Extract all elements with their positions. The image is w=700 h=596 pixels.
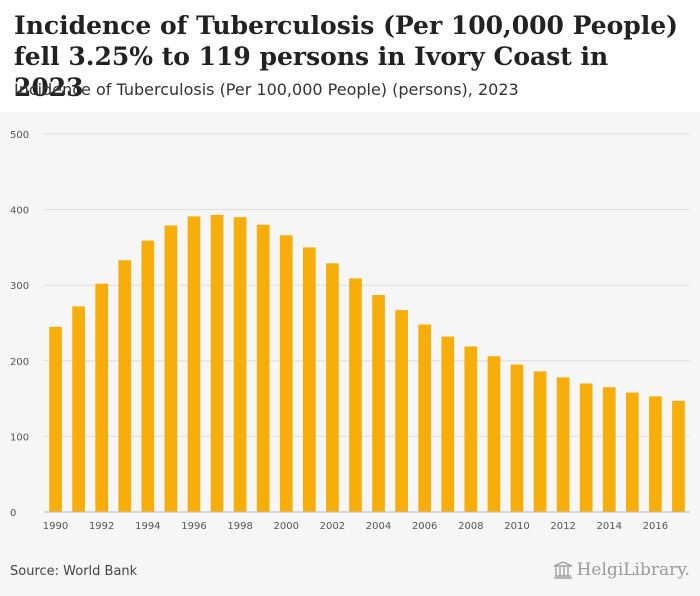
bar — [441, 336, 455, 512]
x-tick-label: 1992 — [89, 521, 114, 532]
x-tick-label: 2010 — [504, 521, 529, 532]
y-tick-label: 300 — [10, 281, 29, 292]
bar — [464, 346, 478, 512]
bar — [395, 310, 408, 512]
bar — [279, 235, 293, 512]
bar — [187, 216, 201, 512]
x-tick-label: 2000 — [274, 521, 299, 532]
x-tick-label: 1994 — [135, 521, 160, 532]
x-tick-label: 1998 — [227, 521, 252, 532]
bar — [164, 225, 178, 512]
bar — [372, 295, 385, 512]
bar — [302, 247, 316, 512]
bar — [256, 224, 270, 512]
bar — [349, 278, 362, 512]
bar — [625, 392, 639, 512]
x-tick-label: 2008 — [458, 521, 483, 532]
bar — [233, 217, 247, 512]
bar — [602, 387, 616, 512]
x-tick-label: 2016 — [643, 521, 668, 532]
bar — [533, 371, 547, 512]
bar — [210, 214, 224, 512]
library-building-icon — [553, 561, 572, 579]
x-tick-label: 2004 — [366, 521, 391, 532]
x-tick-label: 2012 — [550, 521, 575, 532]
x-tick-label: 2006 — [412, 521, 437, 532]
x-tick-label: 2014 — [597, 521, 622, 532]
y-tick-label: 200 — [10, 357, 29, 368]
bar — [672, 400, 685, 512]
bar — [487, 356, 501, 512]
bar — [326, 263, 339, 512]
source-note: Source: World Bank — [10, 564, 138, 579]
bar — [556, 377, 570, 512]
y-tick-label: 0 — [10, 508, 16, 519]
bar — [95, 283, 109, 512]
bar-chart: 0 100 200 300 400 500 1990 1992 1994 1996 1998 2000… — [10, 130, 690, 532]
x-tick-label: 1996 — [181, 521, 206, 532]
bar — [141, 240, 155, 512]
bar — [510, 364, 524, 512]
y-tick-label: 400 — [10, 206, 29, 217]
bar — [72, 306, 85, 512]
bar — [118, 260, 132, 512]
bar — [49, 326, 62, 512]
x-tick-label: 2002 — [320, 521, 345, 532]
chart-header: Incidence of Tuberculosis (Per 100,000 P… — [0, 0, 700, 112]
logo-text: HelgiLibrary. — [576, 560, 690, 580]
helgi-library-logo: HelgiLibrary. — [553, 560, 690, 580]
chart-title: Incidence of Tuberculosis (Per 100,000 P… — [14, 11, 679, 102]
bar — [418, 324, 432, 512]
chart-subtitle: Incidence of Tuberculosis (Per 100,000 P… — [14, 80, 519, 99]
bar — [649, 396, 662, 512]
y-tick-label: 500 — [10, 130, 29, 141]
bar — [579, 383, 593, 512]
x-tick-label: 1990 — [43, 521, 68, 532]
y-tick-label: 100 — [10, 432, 29, 443]
